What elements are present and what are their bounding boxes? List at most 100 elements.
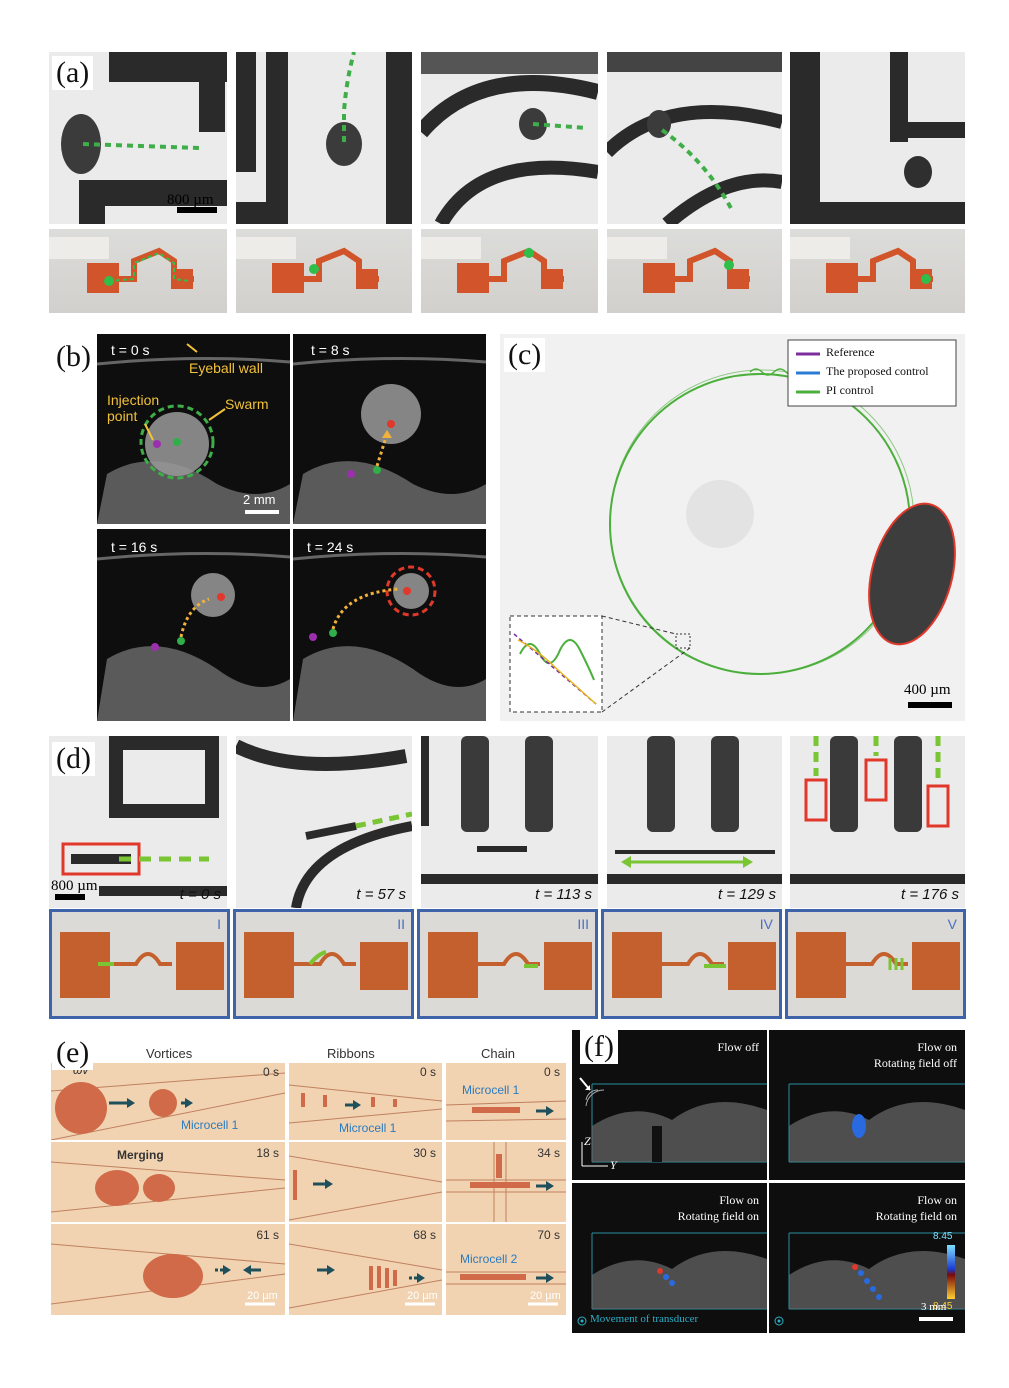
chip-d1-drawing	[60, 932, 224, 998]
chip-d1: I	[49, 909, 230, 1019]
micrograph-a1: 800 µm	[49, 52, 227, 224]
scale-bar-d	[55, 894, 85, 900]
trajectory-c-drawing	[509, 339, 957, 713]
label-microcell2: Microcell 2	[460, 1252, 518, 1266]
legend-proposed-control: The proposed control	[826, 364, 929, 378]
time-e1-0: 0 s	[262, 1065, 279, 1079]
frame-e-chain-0: 0 s Microcell 1	[446, 1063, 566, 1140]
frame-e-vortices-0: ωv 0 s Microcell 1	[51, 1063, 285, 1140]
label-rotating-on-f4: Rotating field on	[875, 1209, 957, 1223]
panel-label-e: (e)	[52, 1036, 94, 1070]
label-rotating-on-f3: Rotating field on	[677, 1209, 759, 1223]
stage-d1: I	[217, 916, 221, 932]
micrograph-a2-drawing	[236, 52, 412, 224]
label-flow-off: Flow off	[717, 1040, 759, 1054]
frame-e-chain-1: 34 s	[446, 1142, 566, 1222]
scale-text-e1: 20 µm	[247, 1290, 278, 1302]
panel-label-a: (a)	[52, 56, 94, 90]
axis-z-label: Z	[584, 1134, 591, 1148]
scale-bar-a	[177, 207, 217, 213]
colorbar-max: 8.45	[933, 1231, 953, 1242]
ultrasound-b4-drawing	[293, 551, 486, 721]
ultrasound-f2-drawing	[788, 1083, 965, 1163]
chip-d5-drawing	[796, 932, 960, 998]
ultrasound-f2: Flow on Rotating field off	[769, 1030, 965, 1180]
label-microcell1-a: Microcell 1	[181, 1118, 239, 1132]
label-injection-point: Injection point	[107, 392, 160, 424]
chip-photo-a3	[421, 229, 598, 313]
chip-a5-drawing	[790, 237, 933, 293]
time-b1: t = 0 s	[111, 342, 150, 358]
micrograph-d1-drawing	[61, 736, 227, 896]
frame-e-c1-drawing	[446, 1142, 566, 1222]
chip-a3-drawing	[421, 237, 564, 293]
label-flow-on-f3: Flow on	[719, 1193, 759, 1207]
label-rotating-off: Rotating field off	[873, 1056, 957, 1070]
time-d5: t = 176 s	[901, 886, 959, 903]
micrograph-d3: t = 113 s	[421, 736, 598, 908]
panel-label-c: (c)	[504, 338, 546, 372]
scale-bar-c	[908, 702, 952, 708]
time-e2-2: 68 s	[413, 1228, 436, 1242]
micrograph-a1-drawing	[61, 52, 227, 224]
chip-d4-drawing	[612, 932, 776, 998]
frame-e-ribbons-2: 68 s 20 µm	[289, 1224, 442, 1315]
stage-d5: V	[947, 916, 957, 932]
micrograph-d5-drawing	[790, 736, 965, 884]
micrograph-d2-drawing	[236, 739, 412, 908]
scale-text-d: 800 µm	[51, 878, 98, 894]
time-b4: t = 24 s	[307, 539, 354, 555]
time-e3-2: 70 s	[537, 1228, 560, 1242]
micrograph-d4-drawing	[607, 736, 782, 884]
chip-photo-a1	[49, 229, 227, 313]
micrograph-a2	[236, 52, 412, 224]
panel-label-d: (d)	[52, 742, 95, 776]
label-flow-on-f2: Flow on	[917, 1040, 957, 1054]
frame-e-ribbons-1: 30 s	[289, 1142, 442, 1222]
frame-e-v0-drawing	[51, 1072, 285, 1140]
ultrasound-b3-drawing	[97, 551, 290, 721]
trajectory-panel-c: (c) Reference The proposed control PI co…	[500, 334, 965, 721]
label-eyeball-wall: Eyeball wall	[189, 360, 263, 376]
scale-text-b: 2 mm	[243, 492, 276, 507]
micrograph-d3-drawing	[421, 736, 598, 884]
frame-e-v2-drawing	[51, 1243, 285, 1306]
chip-d2: II	[233, 909, 414, 1019]
scale-text-e3: 20 µm	[530, 1290, 561, 1302]
scale-bar-b	[245, 510, 279, 514]
micrograph-a5-drawing	[790, 52, 965, 224]
chip-d3: III	[417, 909, 598, 1019]
time-e2-1: 30 s	[413, 1146, 436, 1160]
scale-text-c: 400 µm	[904, 682, 951, 698]
chip-d4: IV	[601, 909, 782, 1019]
scale-text-e2: 20 µm	[407, 1290, 438, 1302]
micrograph-a4	[607, 52, 782, 224]
chip-photo-a2	[236, 229, 412, 313]
scale-text-f: 3 mm	[921, 1301, 947, 1313]
ultrasound-f3-drawing	[577, 1232, 767, 1326]
chip-a4-drawing	[607, 237, 750, 293]
time-d3: t = 113 s	[535, 886, 592, 903]
panel-label-f: (f)	[580, 1030, 618, 1064]
panel-label-b: (b)	[52, 340, 95, 374]
label-microcell1-b: Microcell 1	[339, 1121, 397, 1135]
time-e3-1: 34 s	[537, 1146, 560, 1160]
label-microcell1-c: Microcell 1	[462, 1083, 520, 1097]
frame-e-v1-drawing	[51, 1161, 285, 1213]
stage-d4: IV	[759, 916, 773, 932]
ultrasound-b1-drawing	[97, 343, 290, 524]
time-b3: t = 16 s	[111, 539, 158, 555]
frame-e-c2-drawing	[446, 1271, 566, 1306]
chip-d2-drawing	[244, 932, 408, 998]
time-e2-0: 0 s	[419, 1065, 436, 1079]
legend-reference: Reference	[826, 345, 875, 359]
micrograph-d5: t = 176 s	[790, 736, 965, 908]
time-d1: t = 0 s	[179, 886, 221, 903]
ultrasound-b1: t = 0 s Eyeball wall Injection point Swar…	[97, 334, 290, 524]
frame-e-ribbons-0: 0 s Microcell 1	[289, 1063, 442, 1140]
ultrasound-f3: Flow on Rotating field on Movement of tr…	[572, 1183, 767, 1333]
label-flow-on-f4: Flow on	[917, 1193, 957, 1207]
axis-y-label: Y	[610, 1158, 617, 1172]
label-movement-transducer: Movement of transducer	[590, 1313, 699, 1325]
colorbar-min: 8.45	[933, 1301, 953, 1312]
